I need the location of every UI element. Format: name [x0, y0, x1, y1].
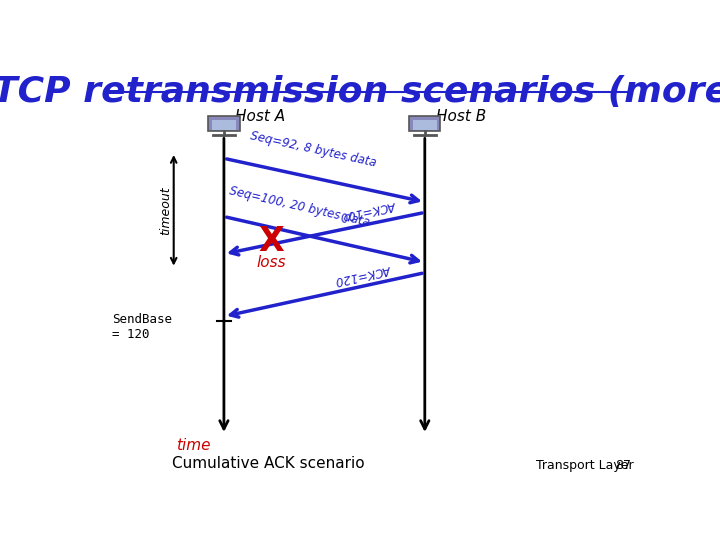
Text: Cumulative ACK scenario: Cumulative ACK scenario: [172, 456, 365, 471]
Bar: [208, 116, 240, 131]
Bar: [409, 116, 441, 131]
Text: timeout: timeout: [159, 186, 172, 235]
Text: time: time: [176, 438, 210, 453]
Text: Seq=100, 20 bytes data: Seq=100, 20 bytes data: [228, 184, 371, 229]
Text: ACK=100: ACK=100: [340, 198, 398, 222]
Text: SendBase
= 120: SendBase = 120: [112, 313, 172, 341]
Text: Host A: Host A: [235, 109, 285, 124]
Text: 87: 87: [616, 460, 631, 472]
Text: loss: loss: [256, 255, 286, 270]
Text: Host B: Host B: [436, 109, 486, 124]
Bar: [212, 120, 235, 130]
Text: Seq=92, 8 bytes data: Seq=92, 8 bytes data: [249, 130, 377, 170]
Bar: [413, 120, 436, 130]
Text: ACK=120: ACK=120: [335, 262, 392, 287]
Text: Transport Layer: Transport Layer: [536, 460, 634, 472]
Text: X: X: [258, 225, 284, 258]
Text: TCP retransmission scenarios (more): TCP retransmission scenarios (more): [0, 75, 720, 109]
